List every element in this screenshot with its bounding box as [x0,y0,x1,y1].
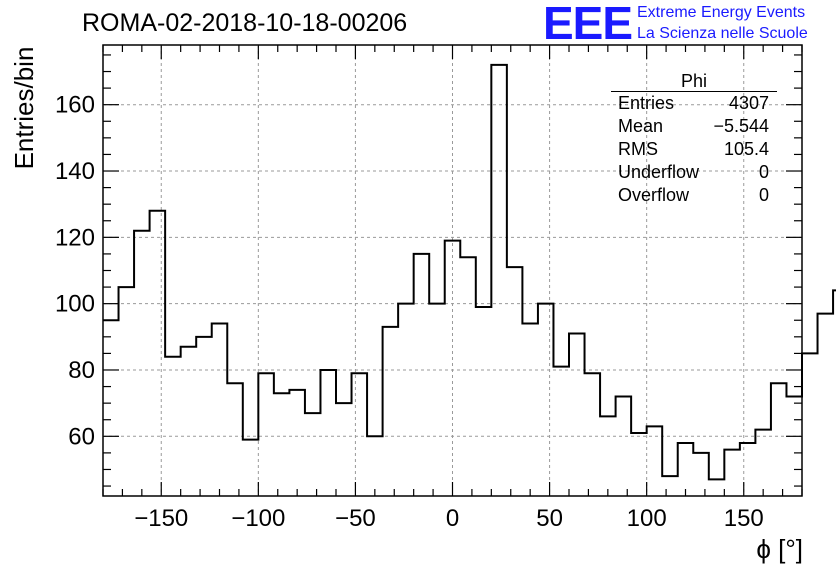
axis-ticks [102,45,803,496]
x-tick-label: 100 [627,505,667,532]
x-tick-label: −50 [335,505,376,532]
chart-title: ROMA-02-2018-10-18-00206 [82,9,408,37]
stats-label: Mean [618,116,664,136]
y-tick-label: 60 [68,423,95,450]
stats-label: Overflow [618,185,690,205]
stats-box: Phi Entries 4307 Mean −5.544 RMS 105.4 U… [611,71,777,207]
x-tick-labels: −150 −100 −50 0 50 100 150 [134,505,764,532]
y-tick-labels: 60 80 100 120 140 160 [55,92,95,451]
stats-row-entries: Entries 4307 [611,92,777,115]
stats-label: Entries [618,93,675,113]
stats-row-overflow: Overflow 0 [611,184,777,207]
eee-logo: EEE [543,0,633,49]
logo-subtitle-line1: Extreme Energy Events [637,4,806,21]
stats-value: 4307 [728,93,769,113]
logo-subtitle-line2: La Scienza nelle Scuole [637,25,808,42]
stats-box-title: Phi [611,71,777,92]
y-axis-label: Entries/bin [9,47,39,170]
x-tick-label: 50 [536,505,563,532]
y-tick-label: 120 [55,224,95,251]
y-tick-label: 80 [68,357,95,384]
x-tick-label: −150 [134,505,188,532]
histogram-line [103,63,836,481]
y-tick-label: 100 [55,291,95,318]
stats-value: 0 [758,185,769,205]
x-axis-label: ϕ [°] [756,534,803,564]
stats-label: Underflow [618,162,700,182]
stats-row-rms: RMS 105.4 [611,138,777,161]
grid [103,45,802,496]
stats-row-underflow: Underflow 0 [611,161,777,184]
stats-value: 0 [758,162,769,182]
x-tick-label: −100 [231,505,285,532]
stats-value: 105.4 [723,139,769,159]
x-tick-label: 0 [446,505,459,532]
y-tick-label: 160 [55,92,95,119]
stats-label: RMS [618,139,658,159]
stats-value: −5.544 [713,116,769,136]
x-tick-label: 150 [724,505,764,532]
stats-row-mean: Mean −5.544 [611,115,777,138]
y-tick-label: 140 [55,158,95,185]
